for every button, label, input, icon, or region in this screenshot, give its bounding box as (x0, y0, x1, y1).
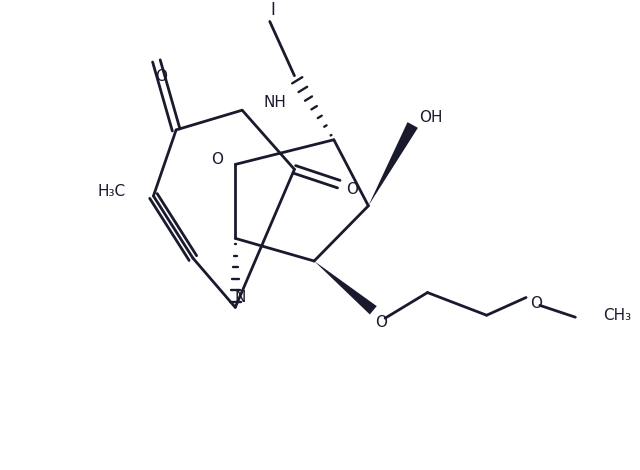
Text: N: N (234, 290, 246, 305)
Text: NH: NH (264, 95, 287, 110)
Polygon shape (314, 261, 377, 314)
Text: O: O (156, 69, 167, 84)
Text: CH₃: CH₃ (603, 308, 631, 323)
Text: O: O (375, 314, 387, 329)
Text: H₃C: H₃C (98, 183, 126, 198)
Text: I: I (270, 0, 275, 19)
Text: O: O (530, 296, 542, 311)
Text: O: O (347, 181, 358, 196)
Text: OH: OH (419, 110, 442, 125)
Polygon shape (369, 122, 418, 206)
Text: O: O (212, 152, 223, 167)
